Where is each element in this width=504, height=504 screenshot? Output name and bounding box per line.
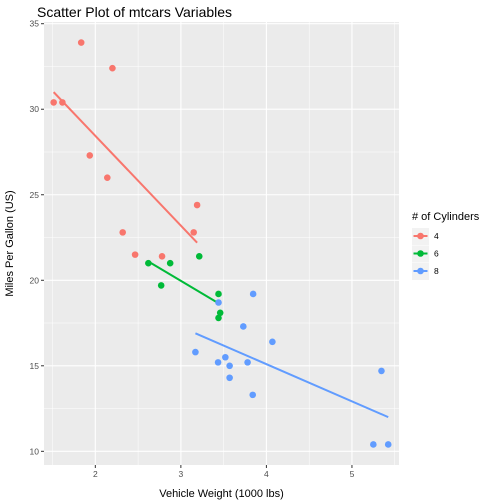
data-point-8-cyl: [249, 290, 257, 298]
data-point-8-cyl: [214, 359, 222, 366]
data-points: [50, 39, 392, 448]
data-point-4-cyl: [158, 253, 166, 260]
data-point-6-cyl: [166, 259, 174, 267]
x-tick-label: 3: [179, 469, 184, 479]
grid-lines: [44, 22, 399, 465]
data-point-8-cyl: [269, 338, 276, 346]
regression-line-8-cyl: [195, 332, 389, 419]
data-point-4-cyl: [193, 201, 201, 209]
data-point-6-cyl: [215, 290, 222, 298]
data-point-4-cyl: [77, 39, 85, 46]
x-axis-title: Vehicle Weight (1000 lbs): [159, 488, 284, 500]
legend-key-dot: [417, 250, 424, 257]
data-point-6-cyl: [145, 259, 152, 267]
y-tick-label: 10: [30, 446, 40, 456]
data-point-8-cyl: [384, 441, 392, 448]
data-point-4-cyl: [86, 152, 94, 159]
data-point-4-cyl: [104, 174, 111, 181]
legend: # of Cylinders 4 6 8: [412, 211, 480, 280]
data-point-8-cyl: [370, 441, 377, 448]
data-point-4-cyl: [190, 229, 197, 236]
chart-title: Scatter Plot of mtcars Variables: [37, 4, 232, 20]
x-tick-label: 2: [93, 469, 98, 479]
data-point-4-cyl: [109, 64, 116, 72]
data-point-4-cyl: [119, 229, 126, 236]
y-tick-label: 25: [30, 190, 40, 200]
regression-line-6-cyl: [147, 260, 221, 306]
regression-line-4-cyl: [52, 91, 198, 244]
legend-key-dot: [417, 232, 424, 240]
x-tick-label: 4: [264, 469, 269, 479]
legend-label-8-cyl: 8: [434, 266, 439, 276]
data-point-8-cyl: [222, 353, 229, 361]
y-tick-label: 30: [30, 104, 40, 114]
data-point-8-cyl: [244, 359, 251, 366]
data-point-4-cyl: [131, 251, 139, 258]
y-tick-label: 15: [30, 361, 40, 371]
data-point-8-cyl: [226, 374, 233, 382]
data-point-4-cyl: [50, 99, 57, 106]
y-axis-ticks: 10 15 20 25 30 35: [30, 19, 44, 456]
data-point-6-cyl: [157, 282, 165, 289]
legend-label-4-cyl: 4: [434, 231, 439, 241]
data-point-8-cyl: [249, 391, 257, 399]
data-point-8-cyl: [378, 367, 385, 375]
x-tick-label: 5: [350, 469, 355, 479]
regression-lines: [52, 91, 389, 419]
legend-title: # of Cylinders: [412, 211, 480, 223]
y-axis-title: Miles Per Gallon (US): [4, 190, 16, 296]
data-point-8-cyl: [240, 323, 247, 330]
y-tick-label: 20: [30, 275, 40, 285]
legend-key-dot: [417, 267, 424, 275]
data-point-6-cyl: [215, 314, 222, 322]
data-point-8-cyl: [215, 299, 222, 306]
legend-label-6-cyl: 6: [434, 249, 439, 259]
data-point-6-cyl: [216, 309, 224, 317]
data-point-8-cyl: [192, 348, 199, 356]
data-point-8-cyl: [226, 362, 233, 370]
plot-panel: [44, 22, 399, 465]
y-tick-label: 35: [30, 19, 40, 29]
data-point-6-cyl: [195, 253, 203, 260]
data-point-4-cyl: [59, 99, 66, 106]
x-axis-ticks: 2 3 4 5: [93, 465, 355, 479]
